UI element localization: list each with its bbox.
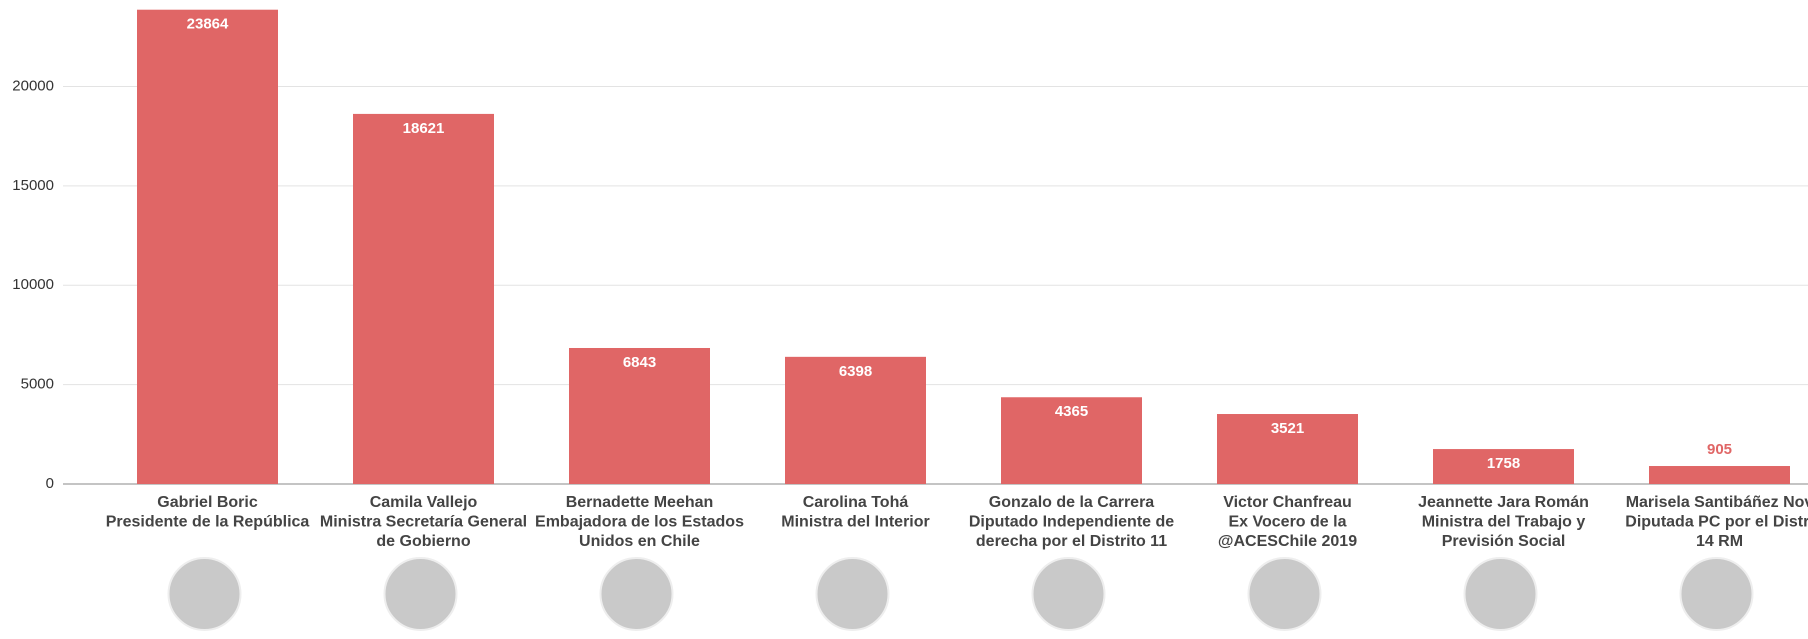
bar (137, 10, 278, 484)
x-tick-label: Diputado Independiente de (969, 514, 1174, 531)
x-tick-label: @ACESChile 2019 (1218, 533, 1357, 550)
profile-photo (1033, 558, 1105, 630)
x-tick-label: de Gobierno (376, 533, 470, 550)
x-tick-label: derecha por el Distrito 11 (976, 533, 1167, 550)
x-tick-label: Camila Vallejo (370, 494, 478, 511)
value-label: 1758 (1487, 455, 1520, 472)
value-label: 4365 (1055, 403, 1088, 420)
x-tick-label: Unidos en Chile (579, 533, 700, 550)
x-tick-label: Jeannette Jara Román (1418, 494, 1589, 511)
x-tick-label: Carolina Tohá (803, 494, 909, 511)
profile-photo (1249, 558, 1321, 630)
value-label: 6843 (623, 354, 656, 371)
x-tick-label: Presidente de la República (106, 514, 310, 531)
profile-photo (817, 558, 889, 630)
x-tick-label: Bernadette Meehan (566, 494, 714, 511)
value-label: 905 (1707, 441, 1732, 458)
bar (1649, 466, 1790, 484)
profile-photo (1681, 558, 1753, 630)
page: 0 5000 10000 15000 20000 Gabriel Boric Preside… (0, 0, 1808, 639)
x-tick-label: Ministra del Trabajo y (1422, 514, 1586, 531)
x-tick-label: Diputada PC por el Distri (1625, 514, 1808, 531)
y-tick-label: 15000 (12, 177, 54, 194)
x-tick-label: Previsión Social (1442, 533, 1566, 550)
x-tick-label: Gonzalo de la Carrera (989, 494, 1154, 511)
profile-photo (169, 558, 241, 630)
chart: 0 5000 10000 15000 20000 Gabriel Boric Preside… (0, 0, 1808, 639)
y-tick-label: 20000 (12, 77, 54, 94)
x-tick-label: 14 RM (1696, 533, 1743, 550)
profile-photo (601, 558, 673, 630)
x-tick-label: Marisela Santibáñez Nov (1626, 494, 1808, 511)
x-tick-label: Ministra del Interior (781, 514, 929, 531)
y-tick-label: 5000 (21, 376, 54, 393)
y-tick-label: 0 (46, 475, 54, 492)
value-label: 3521 (1271, 420, 1304, 437)
profile-photo (1465, 558, 1537, 630)
value-label: 18621 (403, 120, 445, 137)
x-tick-label: Ministra Secretaría General (320, 514, 527, 531)
y-tick-label: 10000 (12, 276, 54, 293)
x-tick-label: Gabriel Boric (157, 494, 258, 511)
x-tick-label: Ex Vocero de la (1229, 514, 1347, 531)
bar (353, 114, 494, 484)
profile-photo (385, 558, 457, 630)
x-tick-label: Embajadora de los Estados (535, 514, 744, 531)
x-tick-label: Victor Chanfreau (1223, 494, 1352, 511)
value-label: 6398 (839, 363, 872, 380)
value-label: 23864 (187, 16, 229, 33)
